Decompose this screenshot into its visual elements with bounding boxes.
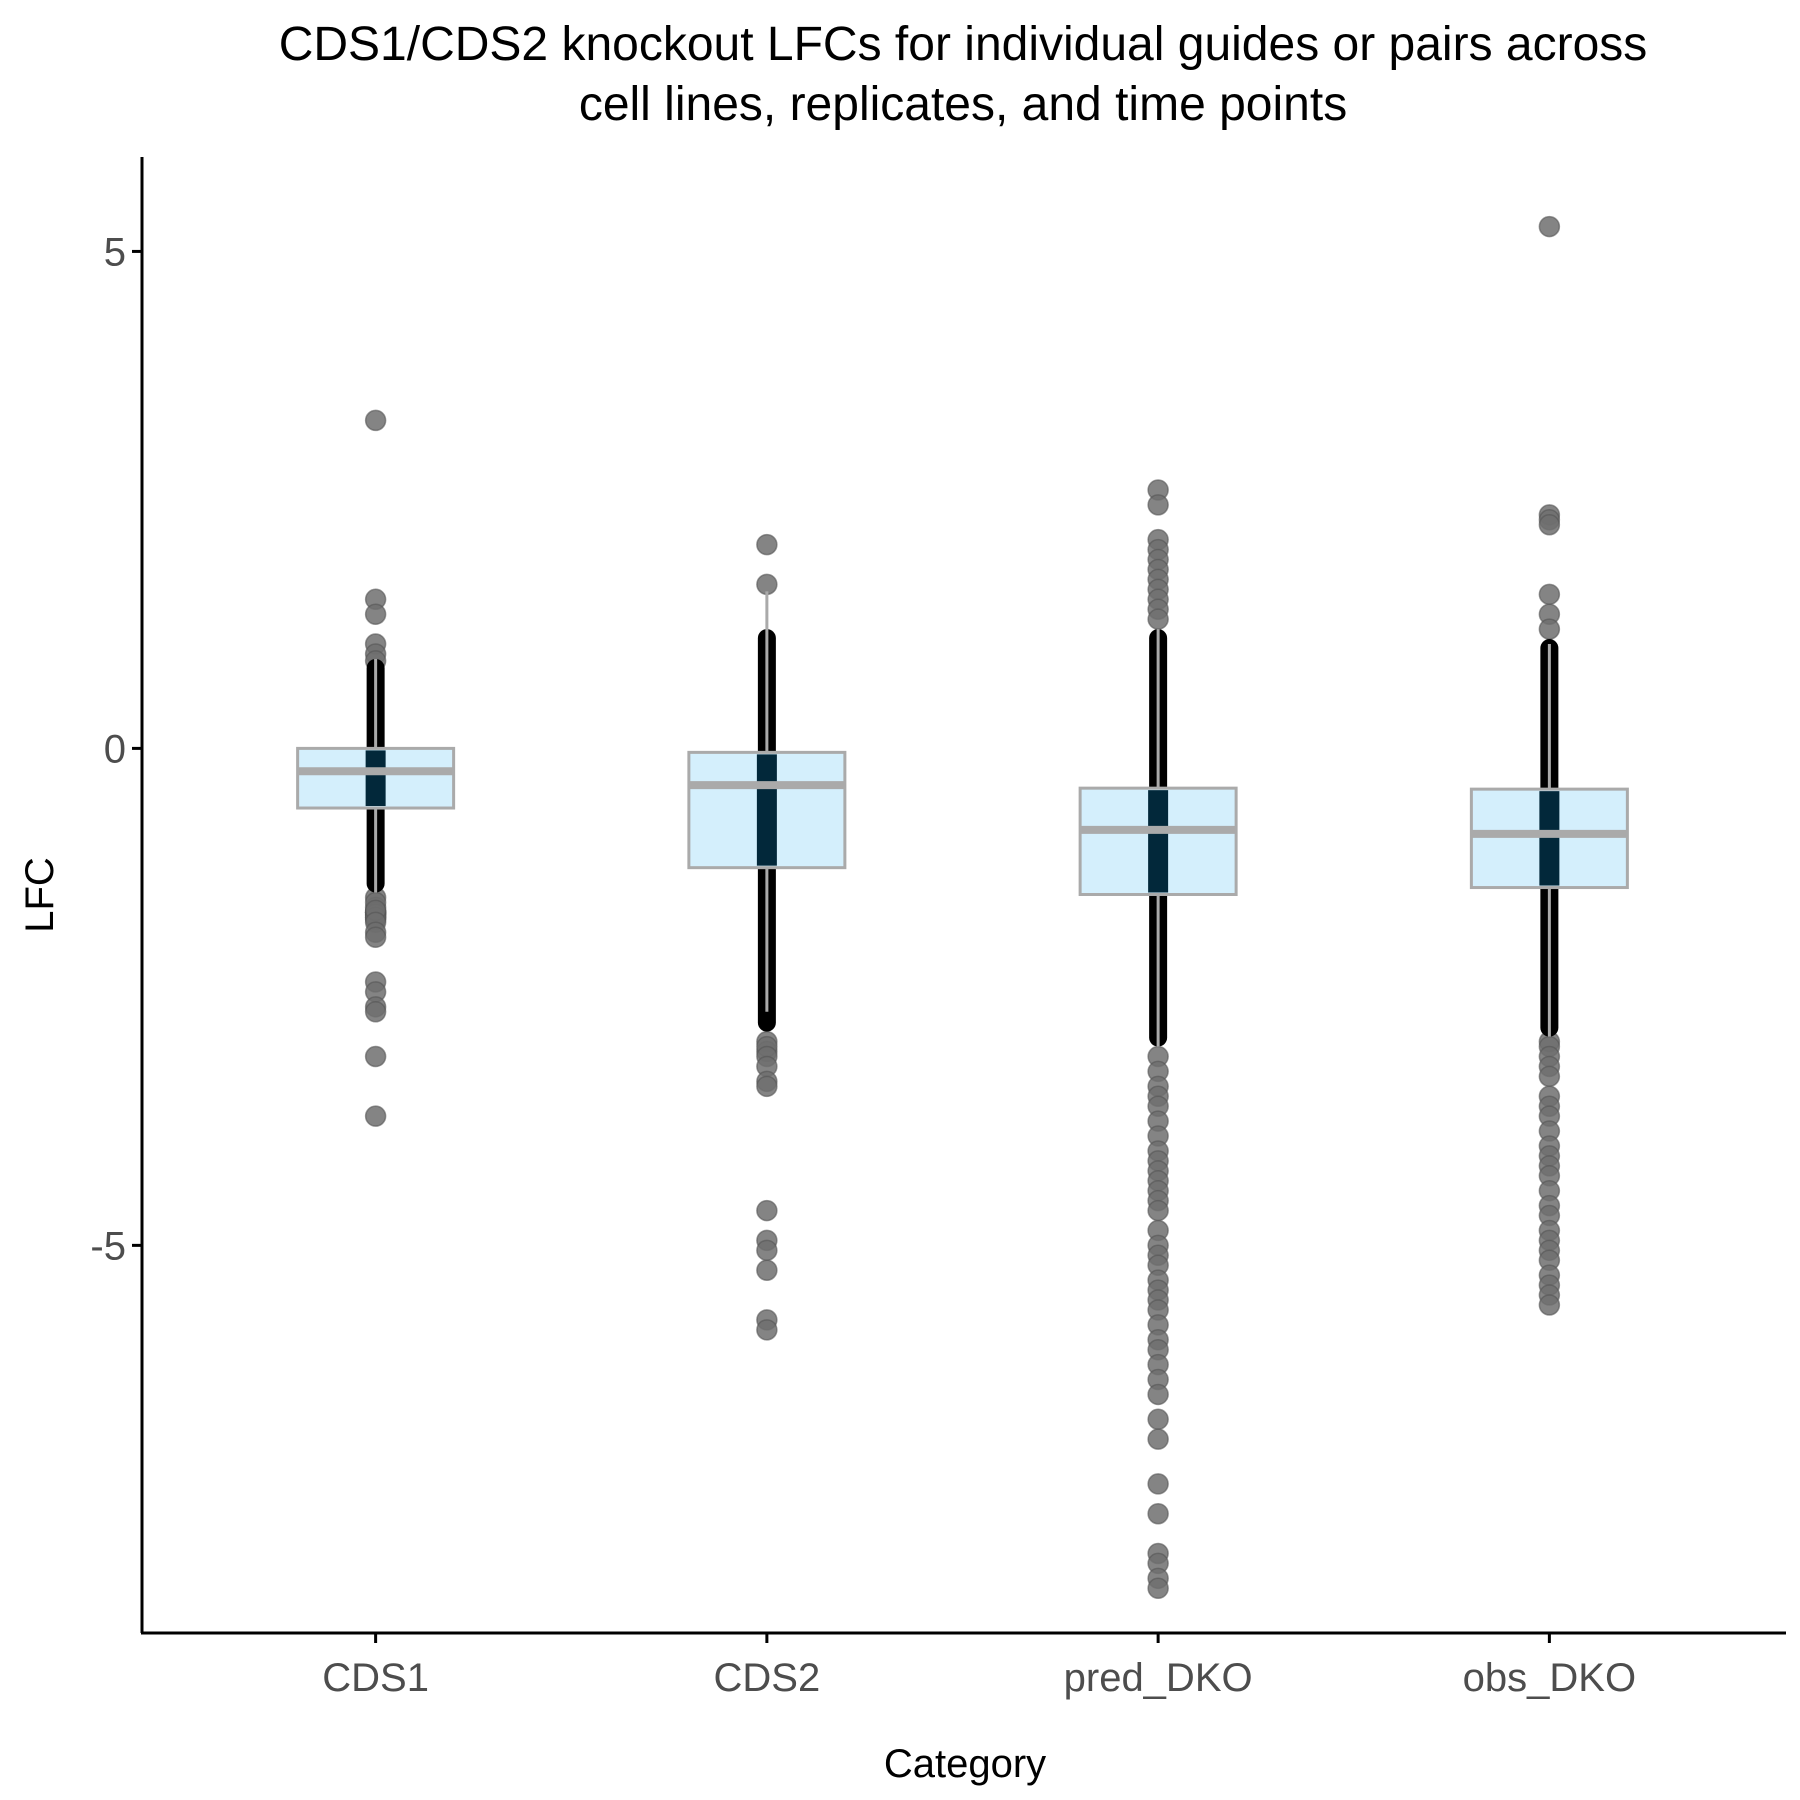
outlier-point	[1538, 1065, 1561, 1088]
dense-point-core	[1148, 790, 1169, 893]
outlier-point	[1538, 1294, 1561, 1316]
outlier-point	[1538, 583, 1561, 606]
box-group-cds1	[296, 409, 456, 1127]
outlier-point	[756, 1199, 778, 1222]
outlier-point	[756, 1075, 778, 1098]
x-axis-title: Category	[884, 1742, 1046, 1786]
y-tick-label: -5	[90, 1224, 126, 1268]
y-tick-label: 5	[104, 230, 126, 274]
outlier-point	[1147, 1473, 1169, 1495]
outlier-point	[1147, 1428, 1169, 1450]
box-group-pred-dko	[1078, 479, 1238, 1600]
outlier-point	[756, 1239, 778, 1262]
outlier-point	[1147, 494, 1169, 516]
plot-area	[296, 215, 1629, 1600]
y-axis-title: LFC	[18, 857, 62, 933]
outlier-point	[1538, 215, 1561, 238]
outlier-point	[364, 603, 387, 625]
outlier-point	[364, 1105, 387, 1127]
dense-point-core	[1539, 791, 1560, 886]
outlier-point	[364, 926, 387, 948]
outlier-point	[1538, 514, 1561, 536]
x-axis-ticks: CDS1 CDS2 pred_DKO obs_DKO	[322, 1633, 1636, 1700]
outlier-point	[1147, 1577, 1169, 1600]
x-tick-label: CDS2	[714, 1656, 821, 1700]
x-tick-label: CDS1	[322, 1656, 429, 1700]
outlier-point	[1147, 608, 1169, 630]
dense-point-core	[756, 754, 777, 866]
x-tick-label: pred_DKO	[1064, 1656, 1253, 1700]
box-group-obs-dko	[1469, 215, 1629, 1316]
dense-point-core	[365, 750, 386, 807]
chart-title-line-1: CDS1/CDS2 knockout LFCs for individual g…	[279, 18, 1648, 71]
outlier-point	[756, 1259, 778, 1281]
chart-title-line-2: cell lines, replicates, and time points	[579, 78, 1347, 131]
outlier-point	[1147, 1199, 1169, 1222]
outlier-point	[364, 1001, 387, 1023]
outlier-point	[364, 409, 387, 432]
outlier-point	[1147, 1383, 1169, 1406]
outlier-point	[1538, 618, 1561, 640]
outlier-point	[364, 1045, 387, 1068]
outlier-point	[756, 1319, 778, 1341]
y-tick-label: 0	[104, 727, 126, 771]
outlier-point	[1147, 1502, 1169, 1525]
box-group-cds2	[687, 533, 847, 1341]
y-axis-ticks: 5 0 -5	[90, 230, 142, 1268]
x-tick-label: obs_DKO	[1463, 1656, 1636, 1700]
outlier-point	[756, 533, 778, 556]
outlier-point	[1147, 1408, 1169, 1431]
